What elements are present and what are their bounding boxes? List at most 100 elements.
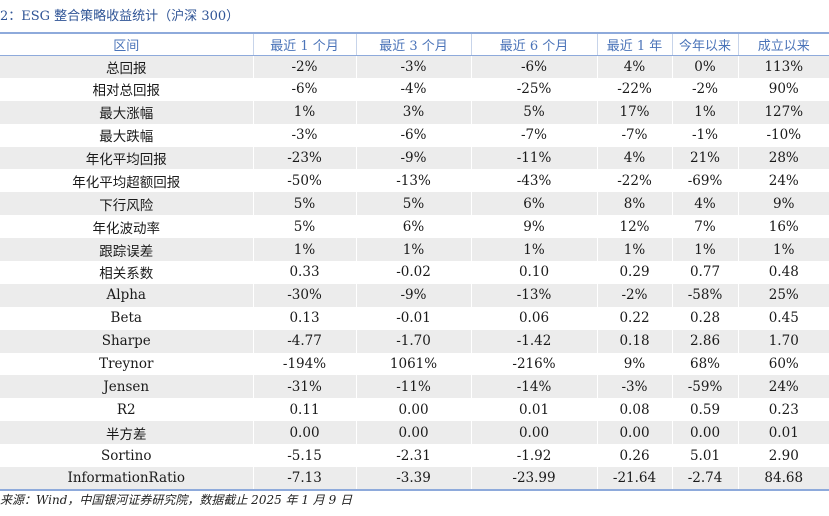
value-cell: -59%: [671, 375, 738, 399]
esg-strategy-return-table: 区间 最近 1 个月 最近 3 个月 最近 6 个月 最近 1 年 今年以来 成…: [0, 32, 829, 491]
table-row: InformationRatio -7.13 -3.39 -23.99 -21.64 -2…: [0, 467, 829, 491]
row-label-cell: 年化波动率: [0, 215, 253, 239]
table-row: R2 0.11 0.00 0.01 0.08 0.59 0.23: [0, 398, 829, 422]
row-label-cell: 半方差: [0, 421, 253, 445]
value-cell: 1.70: [737, 329, 829, 353]
value-cell: -3%: [355, 55, 471, 78]
value-cell: 5%: [252, 215, 356, 239]
row-label-cell: 下行风险: [0, 192, 253, 216]
value-cell: 0.22: [596, 306, 672, 330]
value-cell: -23.99: [470, 467, 597, 491]
table-row: 相关系数 0.33 -0.02 0.10 0.29 0.77 0.48: [0, 261, 829, 284]
table-row: 半方差 0.00 0.00 0.00 0.00 0.00 0.01: [0, 421, 829, 445]
value-cell: 0.18: [596, 329, 672, 353]
value-cell: 0.45: [737, 306, 829, 330]
row-label-cell: 年化平均回报: [0, 146, 253, 170]
header-6-months: 最近 6 个月: [470, 32, 597, 56]
value-cell: 127%: [737, 100, 829, 124]
value-cell: 0.08: [596, 398, 672, 422]
table-row: 总回报 -2% -3% -6% 4% 0% 113%: [0, 55, 829, 78]
value-cell: -0.01: [355, 306, 471, 330]
row-label-cell: 最大涨幅: [0, 100, 253, 124]
value-cell: -6%: [470, 55, 597, 78]
value-cell: 4%: [596, 55, 672, 78]
table-row: 相对总回报 -6% -4% -25% -22% -2% 90%: [0, 77, 829, 101]
table-row: Jensen -31% -11% -14% -3% -59% 24%: [0, 375, 829, 399]
value-cell: 0.00: [355, 421, 471, 445]
value-cell: 9%: [470, 215, 597, 239]
value-cell: -13%: [470, 283, 597, 307]
value-cell: 12%: [596, 215, 672, 239]
value-cell: 5.01: [671, 444, 738, 468]
value-cell: -11%: [470, 146, 597, 170]
value-cell: 0.77: [671, 261, 738, 284]
value-cell: 0.00: [671, 421, 738, 445]
value-cell: 2.90: [737, 444, 829, 468]
table-row: Beta 0.13 -0.01 0.06 0.22 0.28 0.45: [0, 306, 829, 330]
table-body: 总回报 -2% -3% -6% 4% 0% 113% 相对总回报 -6% -4% -25% -22% -…: [0, 55, 829, 491]
value-cell: 0.28: [671, 306, 738, 330]
row-label-cell: InformationRatio: [0, 467, 253, 491]
header-3-months: 最近 3 个月: [355, 32, 471, 56]
value-cell: 1%: [671, 100, 738, 124]
value-cell: -1.70: [355, 329, 471, 353]
value-cell: 0.01: [737, 421, 829, 445]
table-header-row: 区间 最近 1 个月 最近 3 个月 最近 6 个月 最近 1 年 今年以来 成…: [0, 32, 829, 56]
value-cell: 24%: [737, 375, 829, 399]
value-cell: -22%: [596, 169, 672, 193]
header-ytd: 今年以来: [671, 32, 738, 56]
value-cell: -1%: [671, 123, 738, 147]
table-row: 年化平均回报 -23% -9% -11% 4% 21% 28%: [0, 146, 829, 170]
table-row: Sharpe -4.77 -1.70 -1.42 0.18 2.86 1.70: [0, 329, 829, 353]
value-cell: 1%: [671, 238, 738, 262]
value-cell: -25%: [470, 77, 597, 101]
value-cell: 5%: [470, 100, 597, 124]
value-cell: 25%: [737, 283, 829, 307]
value-cell: -14%: [470, 375, 597, 399]
value-cell: -0.02: [355, 261, 471, 284]
value-cell: -23%: [252, 146, 356, 170]
value-cell: -5.15: [252, 444, 356, 468]
table-row: 最大跌幅 -3% -6% -7% -7% -1% -10%: [0, 123, 829, 147]
value-cell: -9%: [355, 283, 471, 307]
value-cell: 9%: [596, 352, 672, 376]
header-1-year: 最近 1 年: [596, 32, 672, 56]
row-label-cell: R2: [0, 398, 253, 422]
value-cell: 16%: [737, 215, 829, 239]
table-row: Treynor -194% 1061% -216% 9% 68% 60%: [0, 352, 829, 376]
row-label-cell: Sharpe: [0, 329, 253, 353]
value-cell: -1.42: [470, 329, 597, 353]
value-cell: 17%: [596, 100, 672, 124]
row-label-cell: 相关系数: [0, 261, 253, 284]
value-cell: 4%: [596, 146, 672, 170]
value-cell: 0.11: [252, 398, 356, 422]
value-cell: -6%: [355, 123, 471, 147]
value-cell: 0.00: [252, 421, 356, 445]
row-label-cell: Jensen: [0, 375, 253, 399]
table-row: 年化平均超额回报 -50% -13% -43% -22% -69% 24%: [0, 169, 829, 193]
value-cell: 60%: [737, 352, 829, 376]
value-cell: 0.26: [596, 444, 672, 468]
value-cell: 6%: [355, 215, 471, 239]
value-cell: -1.92: [470, 444, 597, 468]
value-cell: 1%: [737, 238, 829, 262]
value-cell: 1%: [596, 238, 672, 262]
row-label-cell: Alpha: [0, 283, 253, 307]
value-cell: -6%: [252, 77, 356, 101]
value-cell: -2.74: [671, 467, 738, 491]
value-cell: 113%: [737, 55, 829, 78]
value-cell: 3%: [355, 100, 471, 124]
value-cell: 6%: [470, 192, 597, 216]
value-cell: -4.77: [252, 329, 356, 353]
table-row: 跟踪误差 1% 1% 1% 1% 1% 1%: [0, 238, 829, 262]
row-label-cell: Beta: [0, 306, 253, 330]
table-row: 下行风险 5% 5% 6% 8% 4% 9%: [0, 192, 829, 216]
source-note: 来源：Wind，中国银河证券研究院，数据截止 2025 年 1 月 9 日: [0, 493, 353, 507]
value-cell: 0.23: [737, 398, 829, 422]
table-row: 最大涨幅 1% 3% 5% 17% 1% 127%: [0, 100, 829, 124]
value-cell: -7%: [596, 123, 672, 147]
value-cell: -69%: [671, 169, 738, 193]
row-label-cell: 总回报: [0, 55, 253, 78]
value-cell: 0.00: [596, 421, 672, 445]
value-cell: 7%: [671, 215, 738, 239]
